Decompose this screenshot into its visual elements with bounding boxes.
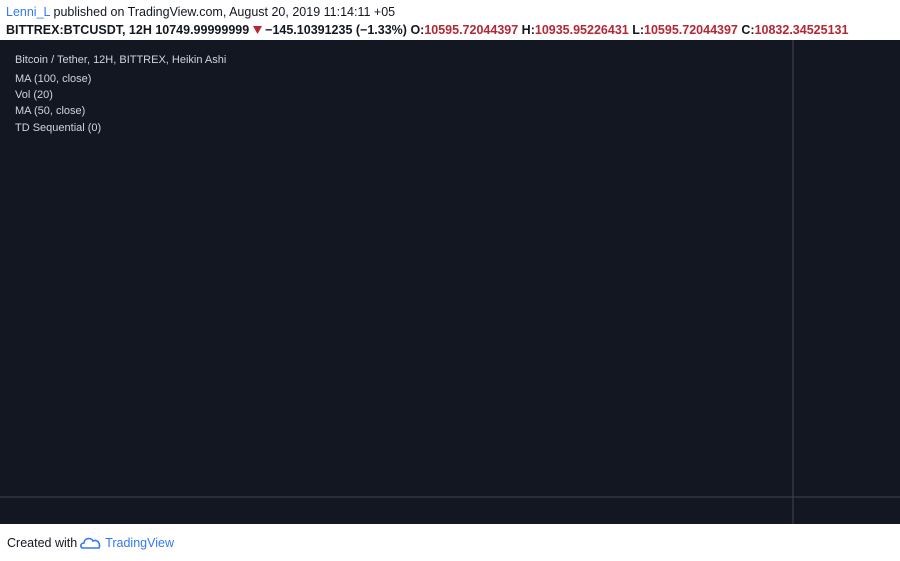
footer: Created with TradingView <box>7 536 174 550</box>
created-with: Created with <box>7 536 78 550</box>
logo <box>80 537 101 549</box>
ohlc-value: 10595.72044397 <box>424 23 519 37</box>
symbol-line: BITTREX:BTCUSDT, 12H 10749.99999999 −145… <box>6 21 896 39</box>
ohlc: O:10595.72044397 H:10935.95226431 L:1059… <box>410 23 848 37</box>
legend-item[interactable]: TD Sequential (0) <box>15 122 101 134</box>
author[interactable]: Lenni_L <box>6 5 51 19</box>
ohlc-value: 10935.95226431 <box>534 23 629 37</box>
last-price: 10749.99999999 <box>155 23 250 37</box>
ohlc-label: H: <box>521 23 535 37</box>
header: Lenni_L published on TradingView.com, Au… <box>6 3 896 39</box>
symbol: BITTREX:BTCUSDT, 12H <box>6 23 152 37</box>
down-arrow <box>252 26 262 34</box>
legend-item[interactable]: Vol (20) <box>15 89 53 101</box>
header-line: Lenni_L published on TradingView.com, Au… <box>6 3 896 21</box>
change: −145.10391235 (−1.33%) <box>265 23 407 37</box>
ohlc-value: 10595.72044397 <box>644 23 738 37</box>
published: published on TradingView.com, August 20,… <box>53 5 396 19</box>
chart-background <box>0 40 900 524</box>
legend-item[interactable]: MA (50, close) <box>15 105 85 117</box>
brand[interactable]: TradingView <box>105 536 174 550</box>
ohlc-label: C: <box>741 23 755 37</box>
legend-title: Bitcoin / Tether, 12H, BITTREX, Heikin A… <box>15 54 226 66</box>
ohlc-label: L: <box>632 23 645 37</box>
chart: Bitcoin / Tether, 12H, BITTREX, Heikin A… <box>0 40 900 524</box>
legend: Bitcoin / Tether, 12H, BITTREX, Heikin A… <box>15 54 226 134</box>
ohlc-value: 10832.34525131 <box>754 23 849 37</box>
legend-item[interactable]: MA (100, close) <box>15 73 91 85</box>
ohlc-label: O: <box>410 23 425 37</box>
